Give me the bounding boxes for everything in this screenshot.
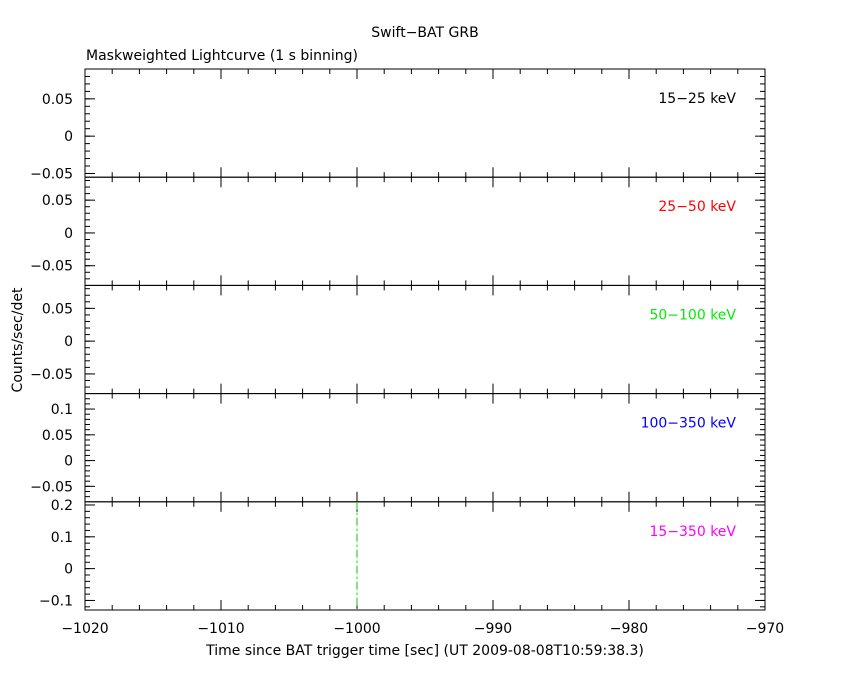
y-tick-label: 0.05 bbox=[42, 92, 73, 108]
y-tick-label: 0.05 bbox=[42, 193, 73, 209]
y-tick-label: −0.1 bbox=[39, 593, 73, 609]
y-tick-label: −0.05 bbox=[30, 166, 73, 182]
panel-frame bbox=[84, 68, 766, 178]
panel-frame bbox=[84, 284, 766, 395]
y-tick-label: 0.05 bbox=[42, 301, 73, 317]
y-tick-label: −0.05 bbox=[30, 479, 73, 495]
y-axis-label: Counts/sec/det bbox=[10, 287, 26, 392]
x-axis-label: Time since BAT trigger time [sec] (UT 20… bbox=[205, 643, 644, 659]
x-tick-label: −1010 bbox=[197, 621, 244, 637]
band-label: 100−350 keV bbox=[641, 416, 737, 432]
chart-title: Swift−BAT GRB bbox=[371, 25, 478, 41]
y-tick-label: 0.1 bbox=[51, 402, 73, 418]
x-tick-label: −1000 bbox=[333, 621, 380, 637]
band-label: 50−100 keV bbox=[649, 307, 736, 323]
y-tick-label: −0.05 bbox=[30, 259, 73, 275]
x-tick-label: −990 bbox=[474, 621, 512, 637]
y-tick-label: 0.2 bbox=[51, 498, 73, 514]
band-label: 15−25 keV bbox=[658, 91, 736, 107]
y-tick-label: 0 bbox=[64, 334, 73, 350]
panel-frame bbox=[84, 501, 766, 611]
x-tick-label: −1020 bbox=[61, 621, 108, 637]
x-tick-label: −970 bbox=[746, 621, 784, 637]
band-label: 15−350 keV bbox=[649, 524, 736, 540]
y-tick-label: 0 bbox=[64, 562, 73, 578]
y-tick-label: 0 bbox=[64, 454, 73, 470]
x-tick-label: −980 bbox=[610, 621, 648, 637]
y-tick-label: 0 bbox=[64, 129, 73, 145]
chart-subtitle: Maskweighted Lightcurve (1 s binning) bbox=[86, 48, 358, 64]
band-label: 25−50 keV bbox=[658, 199, 736, 215]
y-tick-label: 0 bbox=[64, 226, 73, 242]
panel-frame bbox=[84, 176, 766, 286]
y-tick-label: −0.05 bbox=[30, 367, 73, 383]
y-tick-label: 0.05 bbox=[42, 428, 73, 444]
panels-group: 0.05 0 −0.05 15−25 keV 0.05 0 −0.05 25−50 keV 0.… bbox=[30, 68, 784, 637]
y-tick-label: 0.1 bbox=[51, 530, 73, 546]
panel-frame bbox=[84, 393, 766, 503]
